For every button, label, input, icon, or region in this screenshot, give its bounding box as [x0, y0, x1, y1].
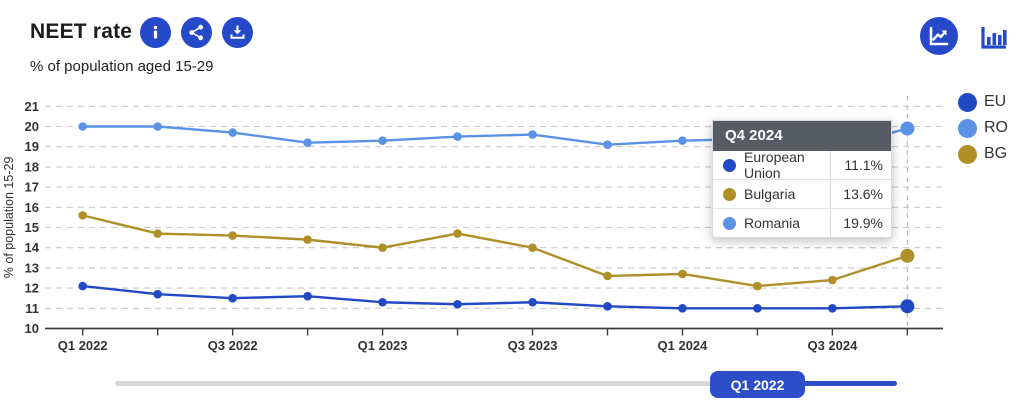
data-point-EU-6[interactable] [528, 297, 537, 307]
y-tick-label: 12 [25, 281, 39, 296]
tooltip-row-ro: Romania 19.9% [713, 208, 891, 237]
info-icon [153, 25, 158, 39]
y-axis-title: % of population 15-29 [2, 157, 16, 279]
x-tick-label: Q3 2022 [208, 338, 258, 353]
tooltip-value-bg: 13.6% [830, 180, 891, 208]
tooltip-label-eu: European Union [744, 149, 805, 181]
y-tick-label: 16 [25, 200, 39, 215]
data-point-EU-7[interactable] [603, 301, 612, 311]
y-tick-label: 17 [25, 180, 39, 195]
y-tick-label: 10 [25, 321, 39, 336]
x-tick-label: Q3 2023 [508, 338, 558, 353]
data-point-EU-11[interactable] [900, 299, 915, 314]
data-point-EU-0[interactable] [78, 281, 87, 291]
tooltip-row-eu: European Union 11.1% [713, 149, 891, 181]
data-point-EU-2[interactable] [228, 293, 237, 303]
chart-legend: EU RO BG [958, 92, 1008, 170]
legend-dot-eu [958, 92, 977, 112]
data-point-BG-6[interactable] [528, 243, 537, 252]
data-point-BG-3[interactable] [303, 235, 312, 244]
series-line-EU [82, 284, 908, 310]
data-point-BG-9[interactable] [753, 281, 762, 291]
y-tick-label: 21 [25, 99, 39, 114]
legend-dot-ro [958, 118, 977, 138]
data-point-RO-5[interactable] [453, 132, 462, 141]
data-point-RO-11[interactable] [900, 121, 915, 136]
info-button[interactable] [140, 17, 171, 48]
y-tick-label: 14 [25, 240, 40, 255]
download-button[interactable] [222, 17, 253, 48]
download-icon [230, 25, 245, 39]
time-slider-track[interactable] [115, 381, 897, 386]
share-icon [189, 24, 204, 41]
legend-item-ro[interactable]: RO [958, 118, 1008, 138]
legend-label-bg: BG [984, 145, 1008, 162]
tooltip-label-bg: Bulgaria [744, 186, 796, 202]
data-point-BG-7[interactable] [603, 271, 612, 281]
data-point-EU-10[interactable] [828, 304, 837, 313]
tooltip-value-eu: 11.1% [830, 151, 891, 179]
y-tick-label: 20 [25, 119, 39, 134]
time-slider-handle[interactable]: Q1 2022 [710, 371, 805, 398]
data-point-EU-9[interactable] [753, 304, 762, 313]
x-tick-label: Q1 2024 [658, 338, 709, 353]
data-point-RO-3[interactable] [303, 138, 312, 147]
y-tick-label: 11 [25, 301, 39, 316]
data-point-BG-2[interactable] [228, 231, 237, 240]
legend-dot-bg [958, 144, 977, 164]
data-point-RO-6[interactable] [528, 130, 537, 139]
tooltip-row-bg: Bulgaria 13.6% [713, 179, 891, 208]
legend-item-eu[interactable]: EU [958, 92, 1008, 112]
tooltip-dot-bg [723, 187, 736, 201]
x-tick-label: Q1 2023 [358, 338, 408, 353]
data-point-RO-1[interactable] [153, 122, 162, 131]
tooltip-dot-eu [723, 158, 736, 172]
data-point-BG-5[interactable] [453, 229, 462, 238]
data-point-EU-5[interactable] [453, 299, 462, 309]
data-point-RO-4[interactable] [378, 136, 387, 145]
tooltip-dot-ro [723, 216, 736, 230]
data-point-BG-4[interactable] [378, 243, 387, 252]
y-tick-label: 13 [25, 260, 39, 275]
page-title: NEET rate [30, 20, 133, 43]
data-point-BG-10[interactable] [828, 275, 837, 285]
data-point-BG-0[interactable] [78, 211, 87, 220]
tooltip-value-ro: 19.9% [830, 209, 891, 237]
y-tick-label: 19 [25, 139, 39, 154]
chart-subtitle: % of population aged 15-29 [30, 58, 214, 75]
data-point-RO-0[interactable] [78, 122, 87, 131]
data-point-RO-8[interactable] [678, 136, 687, 145]
bar-chart-icon [981, 27, 1007, 49]
share-button[interactable] [181, 17, 212, 48]
time-slider-selected-range[interactable] [803, 381, 897, 386]
tooltip-period-title: Q4 2024 [713, 121, 891, 151]
legend-label-ro: RO [984, 119, 1008, 136]
data-point-BG-11[interactable] [900, 248, 915, 263]
x-tick-label: Q1 2022 [58, 338, 108, 353]
legend-item-bg[interactable]: BG [958, 144, 1008, 164]
y-tick-label: 18 [25, 159, 39, 174]
bar-chart-view-button[interactable] [977, 21, 1011, 55]
neet-line-chart: Q1 2022 Q3 2022 Q1 2023 Q3 2023 Q1 2024 Q3 20… [2, 96, 943, 353]
data-point-BG-8[interactable] [678, 269, 687, 279]
x-tick-label: Q3 2024 [807, 338, 858, 353]
line-chart-icon [929, 26, 949, 46]
legend-label-eu: EU [984, 93, 1007, 110]
data-point-RO-2[interactable] [228, 128, 237, 137]
chart-tooltip: Q4 2024 European Union 11.1% Bulgaria 13… [712, 120, 892, 238]
data-point-EU-8[interactable] [678, 304, 687, 313]
data-point-BG-1[interactable] [153, 229, 162, 238]
series-line-BG [82, 214, 908, 288]
data-point-EU-1[interactable] [153, 289, 162, 299]
line-chart-view-button[interactable] [920, 17, 958, 55]
data-point-RO-7[interactable] [603, 140, 612, 149]
y-tick-label: 15 [25, 220, 39, 235]
data-point-EU-3[interactable] [303, 291, 312, 301]
tooltip-label-ro: Romania [744, 215, 801, 231]
data-point-EU-4[interactable] [378, 297, 387, 307]
